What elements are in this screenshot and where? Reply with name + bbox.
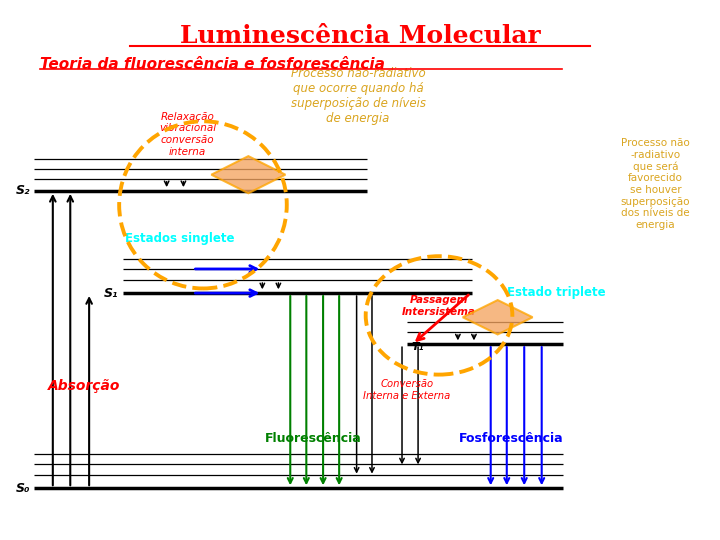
Text: Fluorescência: Fluorescência [265, 431, 361, 444]
Text: Conversão
Interna e Externa: Conversão Interna e Externa [364, 379, 451, 401]
Text: Processo não
-radiativo
que será
favorecido
se houver
superposição
dos níveis de: Processo não -radiativo que será favorec… [621, 138, 690, 230]
Text: S₂: S₂ [16, 185, 30, 198]
Text: Fosforescência: Fosforescência [459, 431, 564, 444]
Polygon shape [212, 156, 285, 193]
Text: Relaxação
vibracional
conversão
interna: Relaxação vibracional conversão interna [159, 112, 216, 157]
Text: Absorção: Absorção [48, 379, 120, 393]
Text: Estados singlete: Estados singlete [125, 232, 234, 245]
Text: Teoria da fluorescência e fosforescência: Teoria da fluorescência e fosforescência [40, 57, 384, 72]
Text: Estado triplete: Estado triplete [507, 286, 606, 299]
Text: T₁: T₁ [411, 341, 423, 352]
Text: Passagem
Intersistema: Passagem Intersistema [402, 295, 476, 317]
Text: Processo não-radiativo
que ocorre quando há
superposição de níveis
de energia: Processo não-radiativo que ocorre quando… [290, 67, 426, 125]
Polygon shape [463, 300, 533, 334]
Text: Luminescência Molecular: Luminescência Molecular [180, 24, 540, 48]
Text: S₁: S₁ [104, 287, 118, 300]
Text: S₀: S₀ [16, 482, 30, 495]
